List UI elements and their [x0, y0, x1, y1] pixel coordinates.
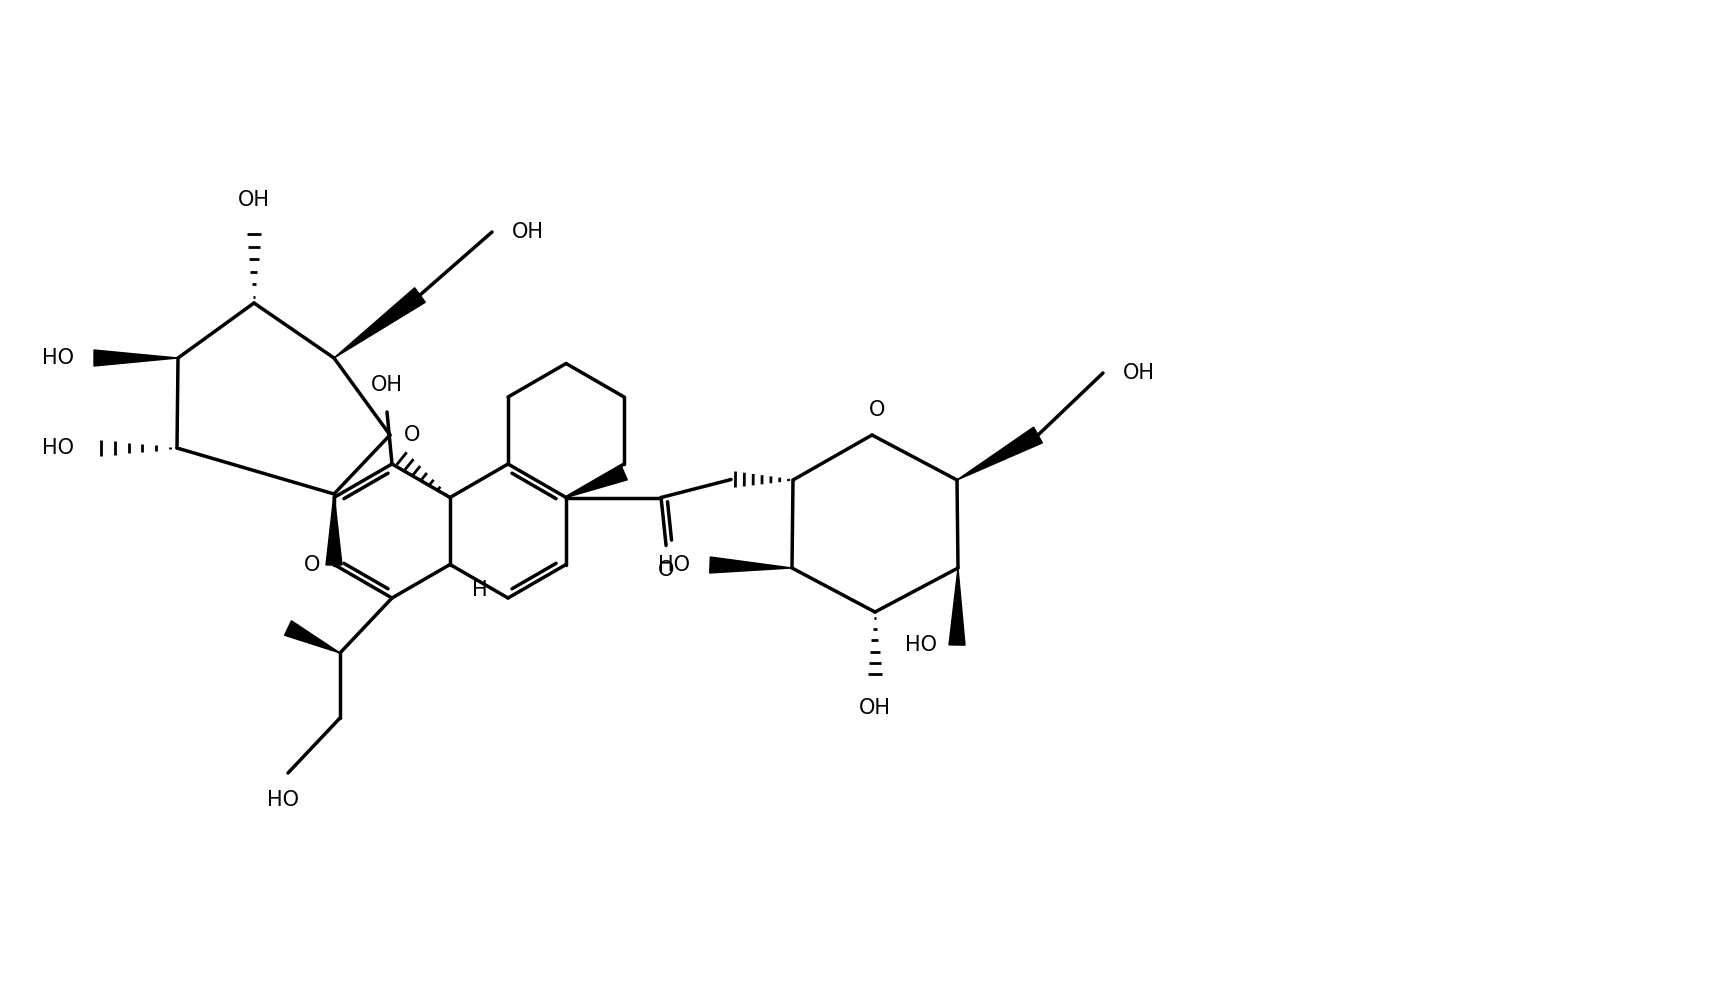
Text: O: O [303, 554, 320, 575]
Polygon shape [334, 288, 424, 358]
Text: HO: HO [267, 790, 300, 810]
Text: O: O [658, 560, 674, 580]
Text: OH: OH [371, 375, 404, 395]
Polygon shape [326, 494, 341, 565]
Text: OH: OH [1122, 363, 1154, 383]
Text: O: O [868, 400, 885, 420]
Polygon shape [94, 350, 178, 366]
Polygon shape [566, 465, 627, 498]
Text: OH: OH [859, 698, 890, 718]
Text: HO: HO [42, 348, 74, 368]
Text: OH: OH [511, 222, 544, 242]
Text: H: H [471, 579, 487, 600]
Polygon shape [284, 621, 339, 653]
Text: HO: HO [658, 555, 689, 575]
Text: O: O [404, 425, 421, 445]
Polygon shape [956, 427, 1041, 480]
Text: OH: OH [237, 190, 270, 210]
Polygon shape [949, 568, 965, 645]
Text: HO: HO [904, 635, 937, 655]
Polygon shape [710, 557, 792, 573]
Text: HO: HO [42, 438, 74, 458]
